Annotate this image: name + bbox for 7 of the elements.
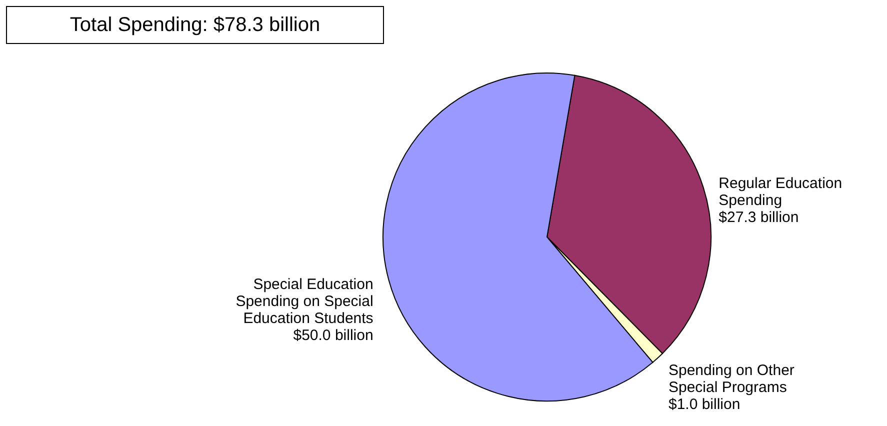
data-label: $50.0 billion: [293, 327, 374, 344]
slice-label: Special Education Spending on Special Education Students: [236, 276, 374, 328]
slice-label: Spending on Other Special Programs: [668, 362, 794, 396]
chart-title: Total Spending: $78.3 billion: [6, 6, 384, 44]
data-label: $1.0 billion: [668, 396, 740, 413]
data-label: $27.3 billion: [718, 208, 799, 226]
slice-label: Regular Education Spending: [718, 174, 842, 209]
